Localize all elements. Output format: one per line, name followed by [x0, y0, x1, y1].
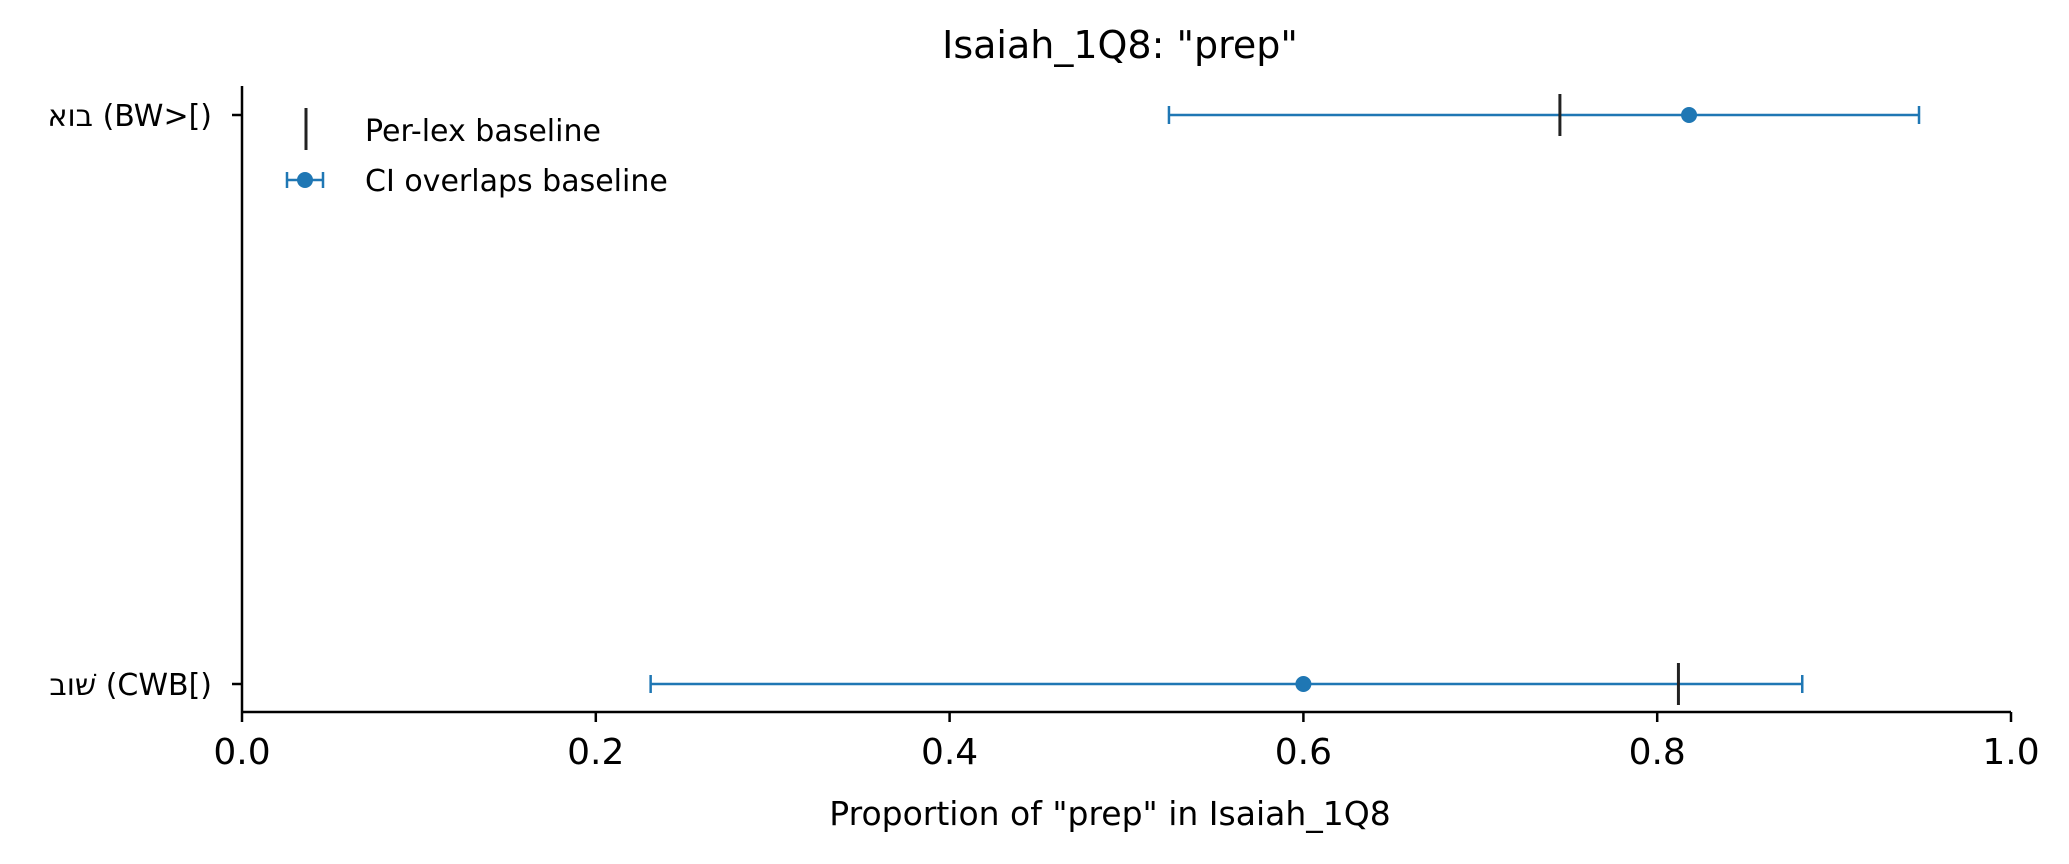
- x-tick-label: 0.6: [1275, 732, 1332, 773]
- y-tick-label: שׁוב (CWB[): [49, 668, 212, 703]
- legend: Per-lex baseline CI overlaps baseline: [285, 108, 668, 199]
- legend-series-marker: [297, 172, 313, 188]
- x-tick-label: 0.2: [567, 732, 624, 773]
- legend-baseline-label: Per-lex baseline: [365, 114, 601, 149]
- point-estimate: [1681, 107, 1698, 123]
- x-axis-label: Proportion of "prep" in Isaiah_1Q8: [829, 794, 1390, 833]
- point-estimate: [1295, 676, 1312, 692]
- chart-title: Isaiah_1Q8: "prep": [942, 23, 1298, 67]
- x-tick-label: 0.0: [213, 732, 270, 773]
- x-ticks: 0.0 0.2 0.4 0.6 0.8 1.0: [213, 712, 2040, 773]
- x-tick-label: 0.8: [1629, 732, 1686, 773]
- legend-series-label: CI overlaps baseline: [365, 164, 668, 199]
- data-marks: [649, 94, 1921, 705]
- x-tick-label: 0.4: [921, 732, 978, 773]
- y-tick-label: בוא (BW>[): [47, 99, 212, 134]
- y-ticks: בוא (BW>[) שׁוב (CWB[): [47, 99, 242, 703]
- x-tick-label: 1.0: [1982, 732, 2039, 773]
